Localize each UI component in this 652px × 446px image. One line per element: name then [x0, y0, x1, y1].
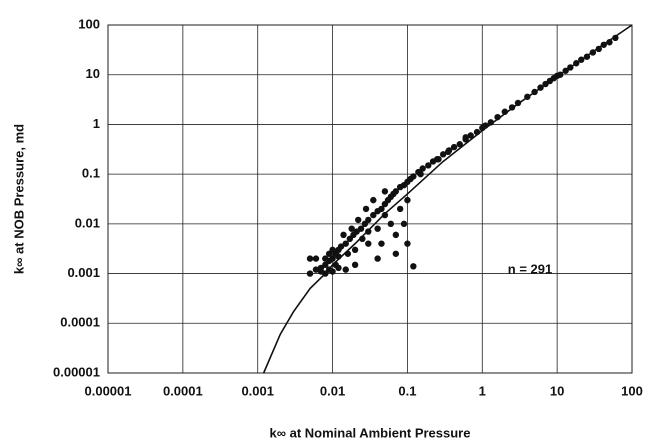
x-tick-label: 0.00001: [85, 383, 132, 398]
data-point: [355, 216, 362, 224]
data-point: [404, 240, 411, 247]
y-tick-label: 0.1: [82, 166, 100, 181]
data-point: [312, 255, 320, 262]
data-point: [439, 151, 447, 158]
data-point: [370, 196, 377, 204]
y-axis-title: k∞ at NOB Pressure, md: [11, 124, 26, 274]
x-tick-label: 1: [479, 383, 486, 398]
fit-curve: [262, 24, 633, 374]
data-point: [381, 188, 389, 195]
data-point: [425, 162, 432, 169]
data-point: [348, 225, 355, 232]
data-point: [378, 240, 385, 247]
data-point: [612, 34, 619, 42]
data-point: [306, 255, 314, 262]
x-tick-label: 0.0001: [163, 383, 203, 398]
data-point: [467, 132, 474, 139]
data-point: [404, 196, 411, 204]
data-point: [381, 200, 389, 208]
data-point: [456, 141, 463, 148]
data-point: [370, 211, 377, 219]
data-point: [335, 264, 342, 272]
data-point: [325, 250, 333, 257]
data-point: [306, 270, 314, 277]
data-point: [392, 231, 400, 239]
data-point: [396, 183, 404, 191]
data-point: [450, 143, 458, 151]
data-point: [346, 235, 354, 243]
data-point: [365, 240, 372, 247]
data-point: [396, 205, 404, 213]
x-tick-label: 10: [550, 383, 564, 398]
data-point: [329, 268, 336, 275]
data-point: [444, 148, 452, 156]
x-tick-label: 100: [621, 383, 643, 398]
data-point: [322, 255, 329, 262]
data-point: [365, 228, 372, 235]
y-tick-label: 0.0001: [60, 315, 100, 330]
data-point: [374, 225, 381, 232]
x-tick-label: 0.01: [320, 383, 345, 398]
x-axis-title: k∞ at Nominal Ambient Pressure: [270, 425, 471, 440]
y-tick-label: 1: [93, 116, 100, 131]
data-point: [419, 165, 426, 172]
data-point: [312, 266, 320, 273]
data-point: [381, 211, 389, 219]
data-point: [361, 220, 369, 228]
data-point: [400, 220, 408, 228]
x-tick-label: 0.001: [241, 383, 274, 398]
data-point: [434, 155, 441, 163]
data-point: [342, 266, 349, 273]
y-tick-label: 100: [78, 16, 100, 31]
data-point: [351, 246, 359, 254]
data-point: [340, 231, 347, 239]
y-tick-label: 0.00001: [53, 364, 100, 379]
y-tick-label: 0.001: [67, 265, 100, 280]
data-point: [417, 170, 424, 178]
data-point: [462, 134, 469, 141]
y-tick-label: 10: [86, 66, 100, 81]
data-point: [374, 207, 381, 215]
data-point: [387, 220, 395, 228]
data-point: [342, 240, 349, 247]
data-point: [351, 261, 359, 269]
data-point: [374, 255, 381, 262]
annotation: n = 291: [508, 261, 552, 276]
data-point: [410, 263, 417, 270]
data-point: [362, 205, 370, 213]
y-tick-label: 0.01: [75, 215, 100, 230]
x-tick-label: 0.1: [398, 383, 416, 398]
data-point: [392, 250, 400, 257]
